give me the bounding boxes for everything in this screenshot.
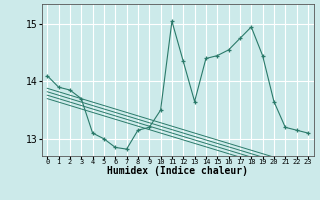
X-axis label: Humidex (Indice chaleur): Humidex (Indice chaleur) [107, 166, 248, 176]
